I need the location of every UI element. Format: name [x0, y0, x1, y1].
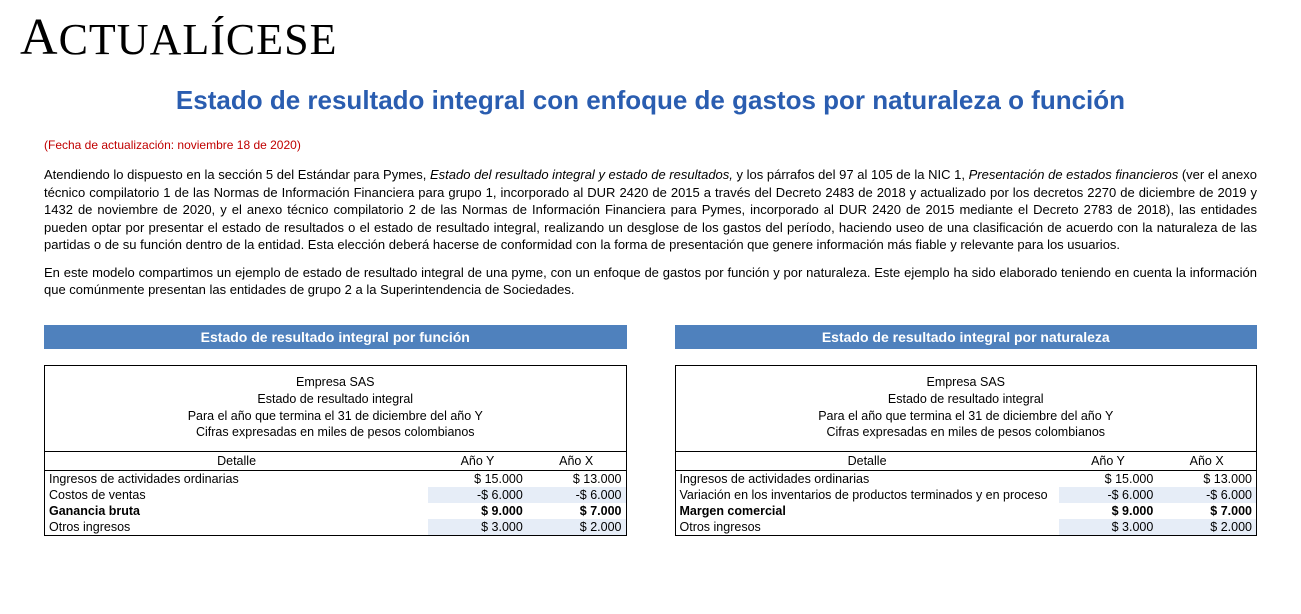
row-value-x: $ 2.000	[527, 519, 626, 535]
row-label: Ganancia bruta	[45, 503, 428, 519]
statement-name: Estado de resultado integral	[676, 391, 1257, 408]
intro-paragraph-2: En este modelo compartimos un ejemplo de…	[0, 264, 1301, 309]
row-label: Ingresos de actividades ordinarias	[45, 471, 428, 488]
table-row: Otros ingresos$ 3.000$ 2.000	[676, 519, 1257, 535]
table-naturaleza-body: Empresa SAS Estado de resultado integral…	[675, 365, 1258, 537]
table-row: Ingresos de actividades ordinarias$ 15.0…	[676, 471, 1257, 488]
row-value-y: $ 9.000	[428, 503, 527, 519]
table-row: Margen comercial$ 9.000$ 7.000	[676, 503, 1257, 519]
row-value-x: -$ 6.000	[1157, 487, 1256, 503]
row-value-y: $ 3.000	[1059, 519, 1158, 535]
table-naturaleza-data: Detalle Año Y Año X Ingresos de activida…	[676, 451, 1257, 535]
tables-container: Estado de resultado integral por función…	[0, 309, 1301, 537]
row-label: Ingresos de actividades ordinarias	[676, 471, 1059, 488]
row-value-x: -$ 6.000	[527, 487, 626, 503]
row-value-x: $ 13.000	[527, 471, 626, 488]
company-name: Empresa SAS	[676, 374, 1257, 391]
p1-em2: Presentación de estados financieros	[969, 167, 1179, 182]
table-naturaleza-rows: Ingresos de actividades ordinarias$ 15.0…	[676, 471, 1257, 536]
row-value-x: $ 7.000	[527, 503, 626, 519]
table-naturaleza-header: Estado de resultado integral por natural…	[675, 325, 1258, 349]
statement-name: Estado de resultado integral	[45, 391, 626, 408]
row-value-y: $ 9.000	[1059, 503, 1158, 519]
p1-em1: Estado del resultado integral y estado d…	[430, 167, 733, 182]
p1-b: y los párrafos del 97 al 105 de la NIC 1…	[733, 167, 969, 182]
brand-logo: ACTUALÍCESE	[0, 0, 1301, 71]
table-row: Otros ingresos$ 3.000$ 2.000	[45, 519, 626, 535]
row-value-y: -$ 6.000	[428, 487, 527, 503]
row-value-y: -$ 6.000	[1059, 487, 1158, 503]
row-label: Costos de ventas	[45, 487, 428, 503]
period-text: Para el año que termina el 31 de diciemb…	[45, 408, 626, 425]
row-label: Margen comercial	[676, 503, 1059, 519]
p1-a: Atendiendo lo dispuesto en la sección 5 …	[44, 167, 430, 182]
currency-text: Cifras expresadas en miles de pesos colo…	[45, 424, 626, 441]
row-value-x: $ 2.000	[1157, 519, 1256, 535]
table-naturaleza: Estado de resultado integral por natural…	[675, 325, 1258, 537]
company-name: Empresa SAS	[45, 374, 626, 391]
row-value-x: $ 13.000	[1157, 471, 1256, 488]
col-year-x: Año X	[527, 452, 626, 471]
col-year-x: Año X	[1157, 452, 1256, 471]
row-value-y: $ 15.000	[1059, 471, 1158, 488]
col-year-y: Año Y	[1059, 452, 1158, 471]
row-label: Otros ingresos	[45, 519, 428, 535]
row-label: Variación en los inventarios de producto…	[676, 487, 1059, 503]
update-date: (Fecha de actualización: noviembre 18 de…	[0, 134, 1301, 166]
table-row: Costos de ventas-$ 6.000-$ 6.000	[45, 487, 626, 503]
period-text: Para el año que termina el 31 de diciemb…	[676, 408, 1257, 425]
col-detalle: Detalle	[676, 452, 1059, 471]
table-funcion-rows: Ingresos de actividades ordinarias$ 15.0…	[45, 471, 626, 536]
row-value-y: $ 15.000	[428, 471, 527, 488]
row-label: Otros ingresos	[676, 519, 1059, 535]
table-funcion-meta: Empresa SAS Estado de resultado integral…	[45, 366, 626, 452]
table-naturaleza-meta: Empresa SAS Estado de resultado integral…	[676, 366, 1257, 452]
table-funcion-data: Detalle Año Y Año X Ingresos de activida…	[45, 451, 626, 535]
table-row: Ganancia bruta$ 9.000$ 7.000	[45, 503, 626, 519]
row-value-x: $ 7.000	[1157, 503, 1256, 519]
intro-paragraph-1: Atendiendo lo dispuesto en la sección 5 …	[0, 166, 1301, 264]
table-row: Ingresos de actividades ordinarias$ 15.0…	[45, 471, 626, 488]
row-value-y: $ 3.000	[428, 519, 527, 535]
table-funcion: Estado de resultado integral por función…	[44, 325, 627, 537]
table-funcion-header: Estado de resultado integral por función	[44, 325, 627, 349]
col-detalle: Detalle	[45, 452, 428, 471]
table-row: Variación en los inventarios de producto…	[676, 487, 1257, 503]
col-year-y: Año Y	[428, 452, 527, 471]
table-funcion-body: Empresa SAS Estado de resultado integral…	[44, 365, 627, 537]
page-title: Estado de resultado integral con enfoque…	[0, 71, 1301, 134]
currency-text: Cifras expresadas en miles de pesos colo…	[676, 424, 1257, 441]
